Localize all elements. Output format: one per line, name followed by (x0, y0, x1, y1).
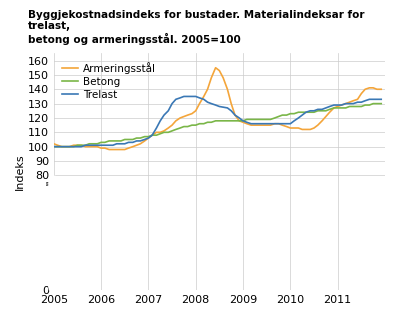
Trelast (252, 122, 257, 126)
Text: Byggjekostnadsindeks for bustader. Materialindeksar for trelast,
betong og armer: Byggjekostnadsindeks for bustader. Mater… (28, 10, 364, 45)
Betong (213, 119, 218, 123)
Armeringsstål (221, 76, 226, 80)
Line: Betong: Betong (54, 104, 381, 147)
Trelast (71, 145, 76, 148)
Betong (55, 145, 60, 148)
Armeringsstål (308, 128, 313, 132)
Trelast (99, 143, 104, 147)
Betong (316, 109, 320, 113)
Line: Armeringsstål: Armeringsstål (54, 68, 381, 149)
Armeringsstål (324, 115, 328, 118)
Betong (300, 110, 304, 114)
Betong (51, 145, 56, 148)
Trelast (182, 94, 186, 98)
Legend: Armeringsstål, Betong, Trelast: Armeringsstål, Betong, Trelast (59, 59, 159, 103)
Y-axis label: Indeks: Indeks (15, 154, 25, 190)
Trelast (118, 142, 123, 146)
Betong (71, 145, 76, 148)
Armeringsstål (213, 66, 218, 70)
Armeringsstål (55, 143, 60, 147)
Armeringsstål (71, 143, 76, 147)
Armeringsstål (379, 87, 384, 91)
Trelast (292, 119, 296, 123)
Betong (197, 122, 202, 126)
Armeringsstål (201, 94, 206, 98)
Trelast (51, 145, 56, 148)
Line: Trelast: Trelast (54, 96, 381, 147)
Betong (379, 102, 384, 106)
Betong (371, 102, 376, 106)
Trelast (312, 109, 316, 113)
Armeringsstål (107, 148, 112, 151)
Trelast (379, 97, 384, 101)
Armeringsstål (51, 142, 56, 146)
